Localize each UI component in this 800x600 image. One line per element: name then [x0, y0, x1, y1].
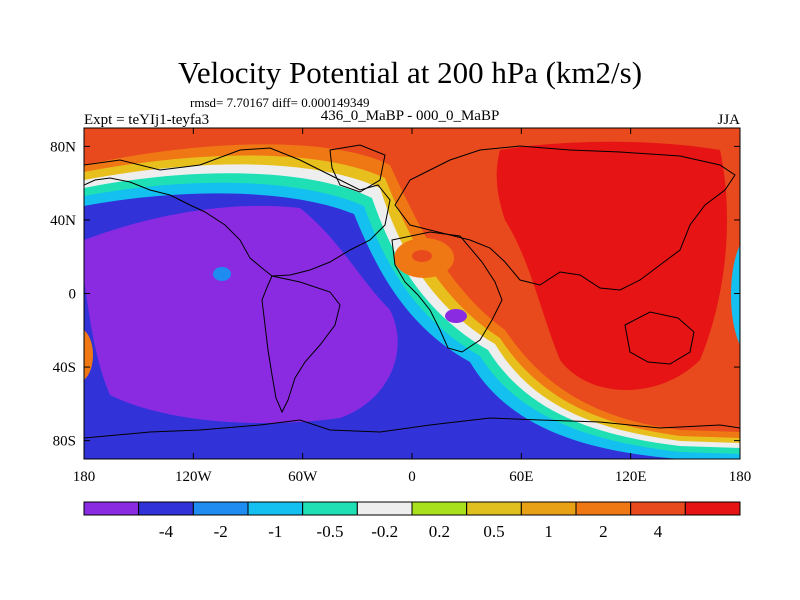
- contour-band-positive-max-red: [496, 141, 728, 390]
- colorbar-swatch: [630, 501, 686, 516]
- coastline-africa: [391, 231, 503, 353]
- y-axis: 80N 40N 0 40S 80S: [50, 139, 740, 450]
- colorbar-label: -1: [268, 522, 282, 541]
- x-axis: 180 120W 60W 0 60E 120E 180: [73, 128, 752, 485]
- contour-band-negative-violet: [84, 205, 398, 424]
- colorbar-swatch: [356, 501, 413, 516]
- x-tick-label: 180: [73, 469, 96, 485]
- colorbar-swatch: [411, 501, 468, 516]
- coastline-north-america: [84, 147, 391, 277]
- x-tick-label: 60E: [509, 469, 533, 485]
- colorbar-swatch: [247, 501, 304, 516]
- coastline-australia: [624, 311, 695, 365]
- x-tick-label: 60W: [288, 469, 318, 485]
- colorbar-swatch: [684, 501, 741, 516]
- contour-spot-lightblue: [213, 267, 231, 281]
- y-tick-label: 40S: [53, 360, 76, 376]
- season-label: JJA: [717, 112, 740, 128]
- x-tick-label: 120E: [615, 469, 647, 485]
- colorbar-label: 0.5: [483, 522, 504, 541]
- colorbar-swatch: [83, 501, 140, 516]
- difference-label: 436_0_MaBP - 000_0_MaBP: [321, 108, 500, 124]
- colorbar-swatch: [466, 501, 522, 516]
- y-tick-label: 0: [69, 287, 77, 303]
- y-tick-label: 80S: [53, 434, 76, 450]
- colorbar-label: 0.2: [429, 522, 450, 541]
- coastline-greenland: [329, 144, 386, 193]
- coastline-south-america: [261, 275, 341, 414]
- stats-label: rmsd= 7.70167 diff= 0.000149349: [190, 95, 369, 110]
- coastline-eurasia: [394, 145, 736, 291]
- colorbar-label: -0.5: [317, 522, 344, 541]
- colorbar: -4 -2 -1 -0.5 -0.2 0.2 0.5 1 2 4: [83, 501, 741, 541]
- experiment-label: Expt = teYIj1-teyfa3: [84, 112, 209, 128]
- chart-title: Velocity Potential at 200 hPa (km2/s): [178, 55, 642, 90]
- x-tick-label: 120W: [175, 469, 213, 485]
- colorbar-swatch: [302, 501, 358, 516]
- coastlines: [84, 144, 740, 439]
- contour-spot-violet: [445, 309, 467, 323]
- colorbar-label: -4: [159, 522, 174, 541]
- contour-spot-red: [412, 250, 432, 262]
- x-tick-label: 0: [408, 469, 416, 485]
- colorbar-label: 4: [654, 522, 663, 541]
- y-tick-label: 40N: [50, 213, 76, 229]
- x-tick-label: 180: [729, 469, 752, 485]
- colorbar-swatch: [192, 501, 249, 516]
- colorbar-label: 2: [599, 522, 608, 541]
- coastline-antarctica: [84, 417, 740, 439]
- velocity-potential-map: [84, 128, 740, 459]
- colorbar-swatch: [520, 501, 577, 516]
- colorbar-label: -0.2: [371, 522, 398, 541]
- colorbar-swatch: [575, 501, 632, 516]
- y-tick-label: 80N: [50, 139, 76, 155]
- colorbar-label: 1: [544, 522, 553, 541]
- colorbar-swatch: [138, 501, 194, 516]
- contour-edge-right-blue: [731, 245, 740, 345]
- colorbar-label: -2: [214, 522, 228, 541]
